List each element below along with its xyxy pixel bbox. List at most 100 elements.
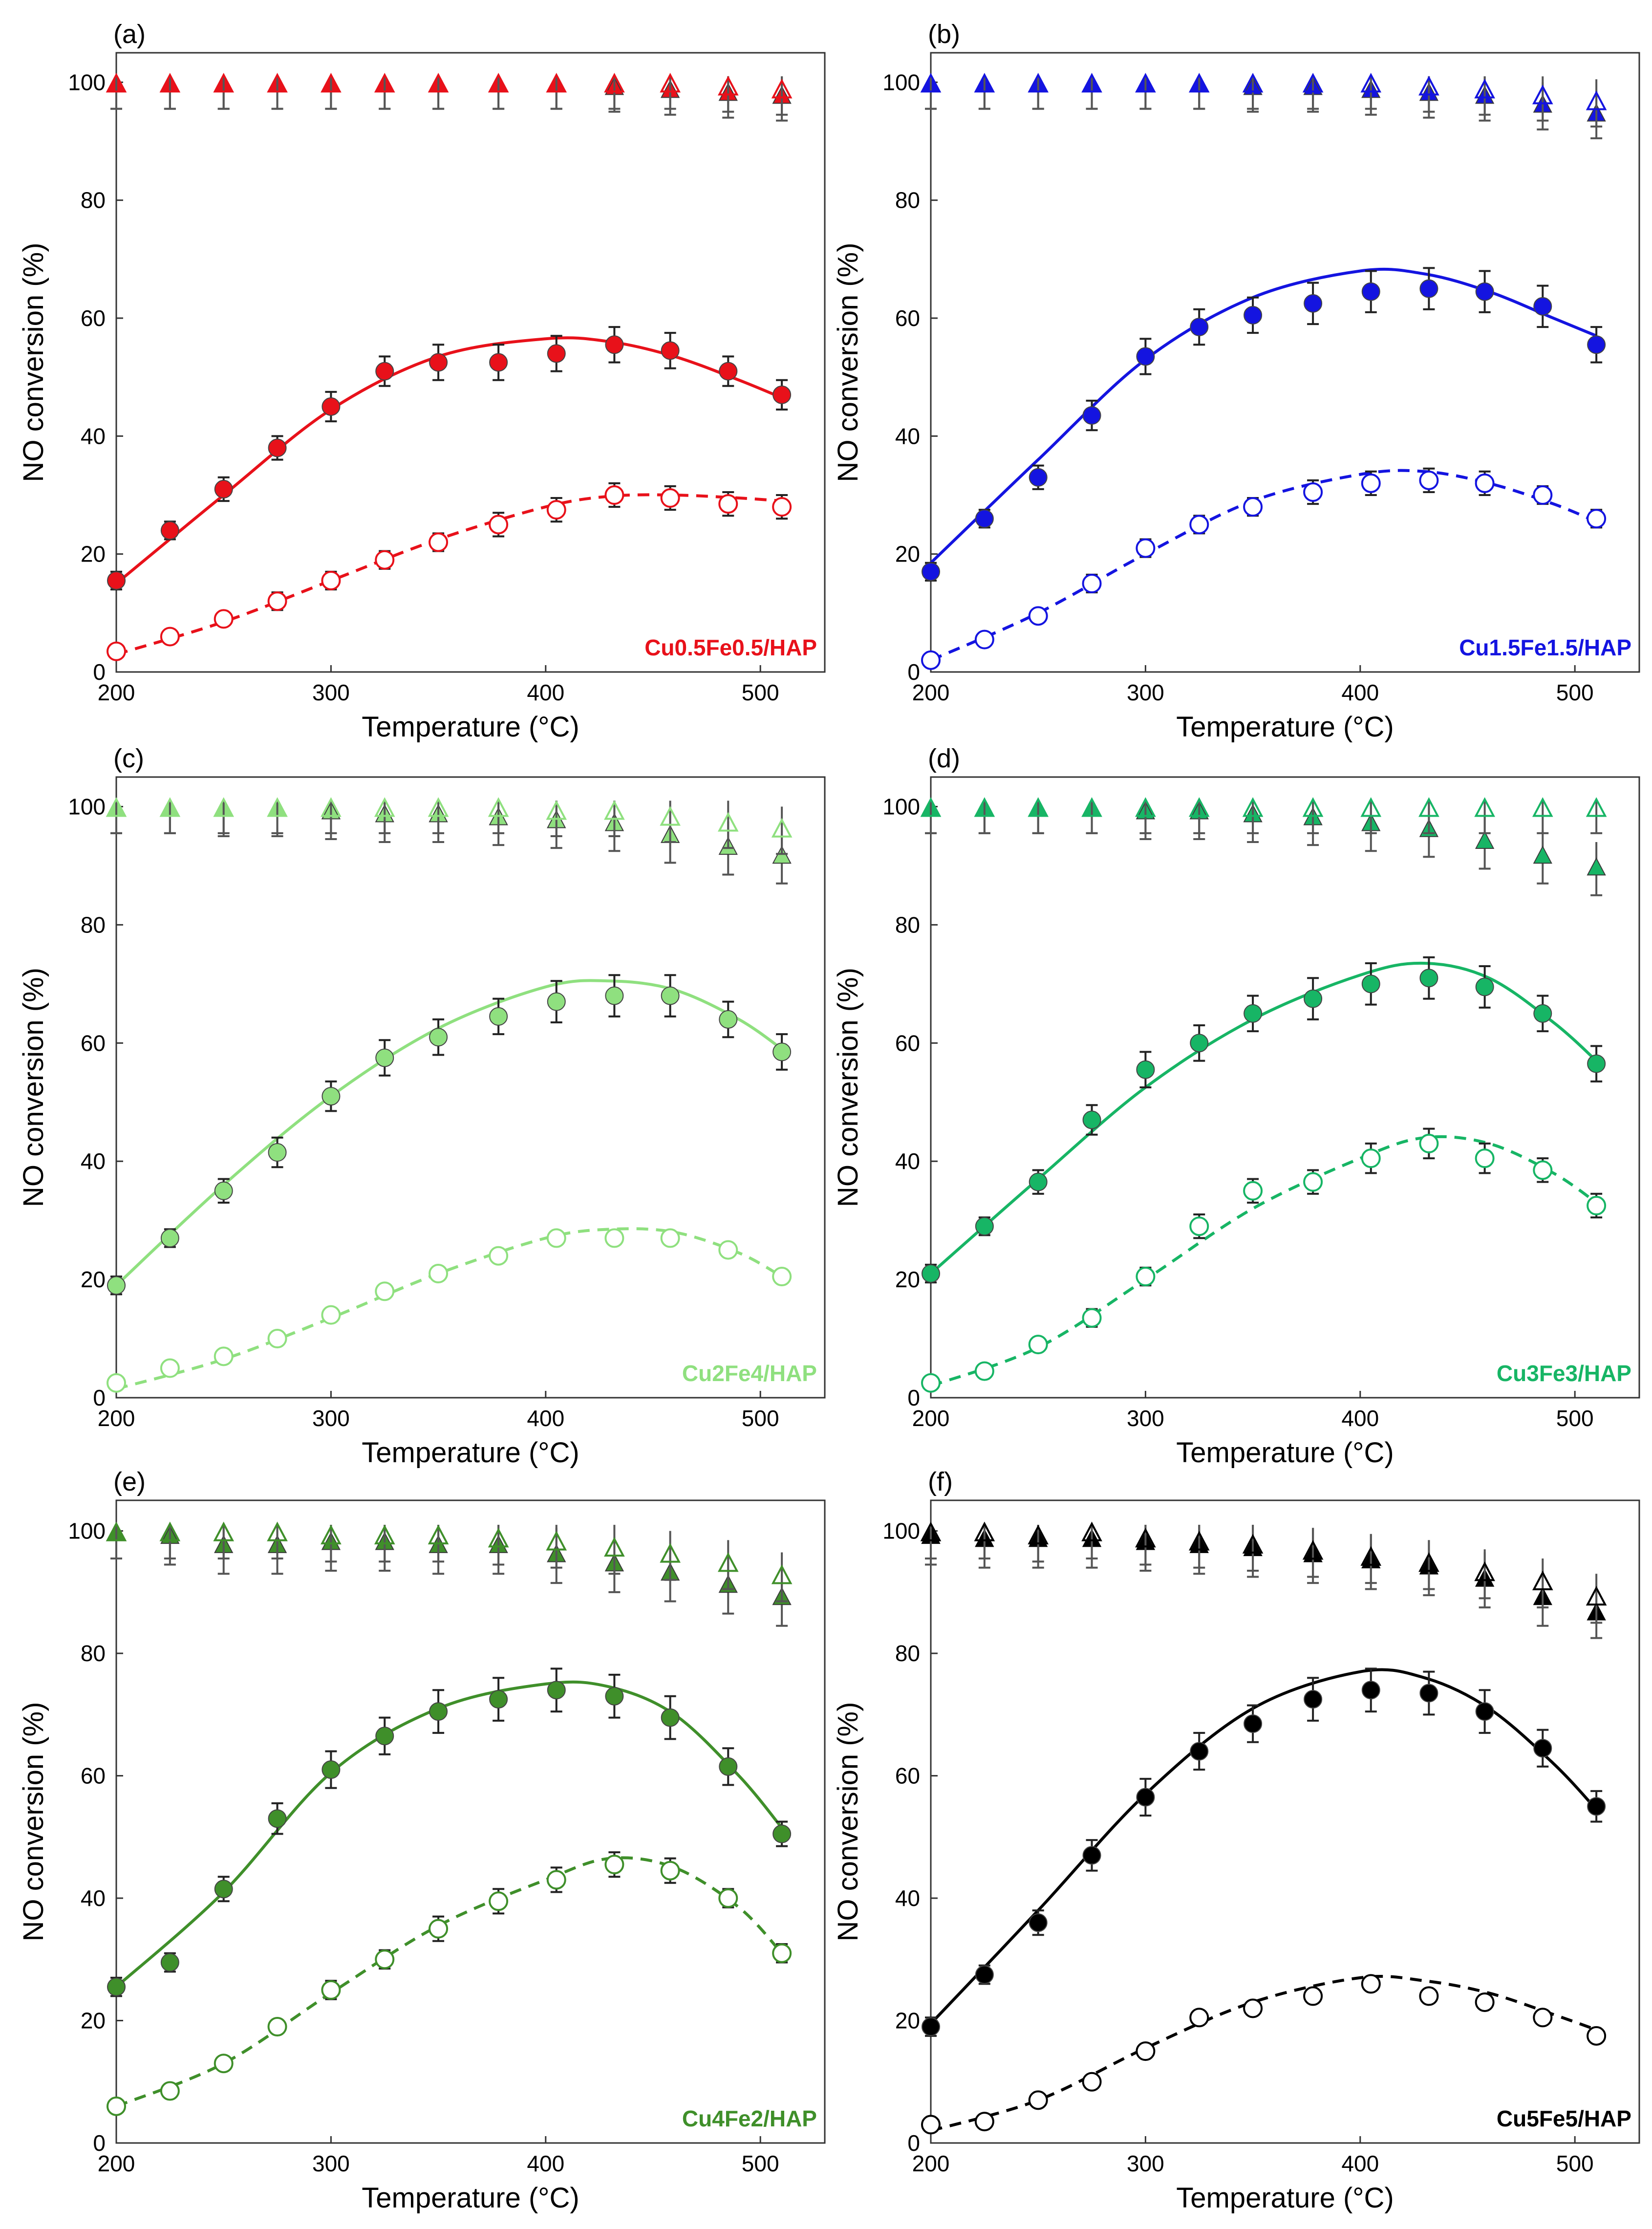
panel-d: 0 20 40 60 80 100 200 300 400 500 Temperature (°C)… (832, 744, 1640, 1469)
open-triangle-marker (321, 1524, 342, 1545)
x-tick-label: 500 (742, 2151, 779, 2176)
x-axis-title: Temperature (°C) (362, 1437, 579, 1469)
open-triangle-marker (428, 1524, 449, 1545)
y-tick-label: 60 (81, 1763, 106, 1789)
open-triangle-marker (267, 73, 288, 93)
filled-circle-marker (1361, 1681, 1380, 1700)
x-tick-label: 400 (1341, 1406, 1379, 1431)
x-tick-label: 300 (1127, 680, 1164, 705)
panel-a: 0 20 40 60 80 100 200 300 400 500 Temperature (°C)… (18, 20, 826, 743)
open-triangle-marker (374, 797, 395, 817)
open-triangle-marker (1302, 1540, 1324, 1560)
y-tick-label: 40 (81, 1885, 106, 1911)
filled-circle-marker (975, 1217, 994, 1236)
y-tick-label: 60 (81, 1030, 106, 1056)
open-triangle-marker (1188, 797, 1210, 817)
open-triangle-marker (488, 1528, 509, 1548)
panel-letter: (e) (113, 1467, 146, 1496)
filled-circle-marker (1029, 1913, 1048, 1932)
filled-circle-marker (1190, 1742, 1209, 1761)
open-circle-marker (604, 485, 624, 505)
open-circle-marker (1303, 1986, 1323, 2006)
filled-circle-marker (268, 438, 287, 457)
x-tick-label: 300 (312, 2151, 350, 2176)
filled-circle-marker (1029, 1172, 1048, 1191)
filled-circle-marker (547, 344, 566, 363)
open-circle-marker (660, 1228, 680, 1248)
x-tick-label: 500 (742, 680, 779, 705)
open-triangle-marker (1188, 73, 1210, 93)
open-circle-marker (1419, 470, 1439, 490)
open-circle-marker (1475, 473, 1495, 493)
open-triangle-marker (1360, 1546, 1382, 1566)
plot-frame (115, 776, 826, 1399)
x-tick-label: 500 (1556, 2151, 1594, 2176)
filled-circle-marker (547, 1681, 566, 1700)
open-triangle-marker (1135, 1528, 1156, 1548)
plot-frame (930, 776, 1640, 1399)
open-triangle-marker (1135, 73, 1156, 93)
open-circle-marker (772, 1943, 792, 1963)
fit-solid-line (930, 961, 1598, 1275)
x-tick-label: 200 (912, 680, 950, 705)
open-triangle-marker (604, 73, 625, 93)
open-triangle-marker (488, 73, 509, 93)
open-triangle-marker (1028, 797, 1049, 817)
open-circle-marker (1136, 1267, 1156, 1287)
filled-circle-marker (1244, 1004, 1263, 1023)
filled-circle-marker (268, 1143, 287, 1162)
y-tick-label: 80 (81, 188, 106, 213)
filled-circle-marker (1361, 974, 1380, 994)
filled-circle-marker (1533, 1739, 1552, 1758)
filled-circle-marker (1304, 294, 1323, 313)
sample-label: Cu5Fe5/HAP (1497, 2106, 1631, 2131)
open-triangle-marker (1081, 797, 1102, 817)
open-circle-marker (1475, 1992, 1495, 2012)
open-triangle-marker (1532, 797, 1553, 817)
open-circle-marker (660, 488, 680, 508)
x-tick-label: 200 (98, 2151, 135, 2176)
filled-circle-marker (719, 1757, 738, 1776)
filled-circle-marker (1419, 969, 1438, 988)
open-circle-marker (321, 1305, 341, 1325)
y-tick-label: 80 (895, 912, 920, 937)
open-circle-marker (489, 1891, 509, 1911)
panel-letter: (d) (928, 744, 960, 773)
filled-circle-marker (214, 479, 233, 498)
open-triangle-marker (1135, 797, 1156, 817)
open-triangle-marker (428, 797, 449, 817)
fit-solid-line (929, 1668, 1598, 2025)
filled-circle-marker (1190, 1034, 1209, 1053)
open-triangle-marker (488, 797, 509, 817)
open-circle-marker (321, 1980, 341, 2000)
open-triangle-marker (771, 1564, 793, 1584)
filled-circle-marker (605, 986, 624, 1005)
open-circle-marker (1189, 2008, 1209, 2028)
open-circle-marker (214, 1346, 234, 1366)
filled-circle-marker (214, 1181, 233, 1200)
x-axis-title: Temperature (°C) (1176, 711, 1394, 743)
open-circle-marker (107, 641, 126, 661)
x-axis-title: Temperature (°C) (1176, 2182, 1394, 2214)
filled-circle-marker (1587, 335, 1606, 354)
x-tick-label: 400 (1341, 680, 1379, 705)
filled-circle-marker (772, 1042, 792, 1061)
y-axis-title: NO conversion (%) (832, 968, 864, 1207)
x-tick-label: 300 (1127, 2151, 1164, 2176)
open-circle-marker (1475, 1148, 1495, 1169)
filled-circle-marker (268, 1809, 287, 1828)
filled-circle-marker (605, 1687, 624, 1706)
y-tick-label: 80 (895, 188, 920, 213)
open-circle-marker (267, 591, 287, 611)
filled-circle-marker (107, 571, 126, 590)
open-triangle-marker (717, 76, 739, 96)
open-triangle-marker (1081, 73, 1102, 93)
open-triangle-marker (1028, 73, 1049, 93)
filled-circle-marker (1587, 1797, 1606, 1816)
open-circle-marker (772, 497, 792, 517)
open-circle-marker (718, 1888, 738, 1908)
open-circle-marker (160, 1358, 180, 1378)
filled-circle-marker (661, 1708, 680, 1727)
open-circle-marker (1028, 2090, 1048, 2110)
y-tick-label: 20 (895, 1267, 920, 1292)
